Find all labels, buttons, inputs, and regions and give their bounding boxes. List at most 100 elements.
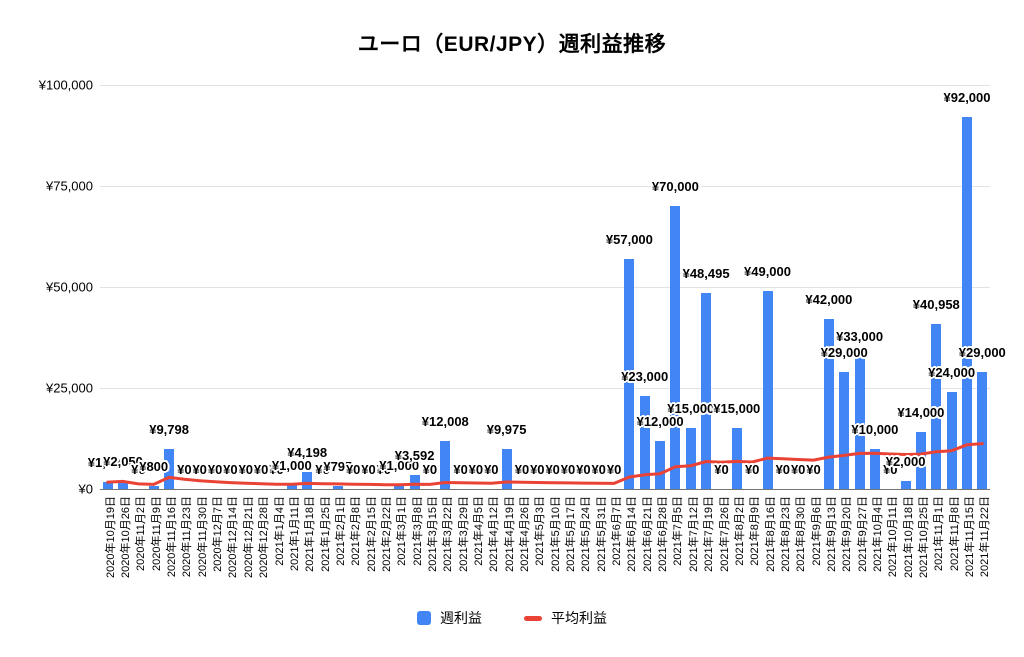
bar-value-label: ¥15,000 [713, 401, 761, 417]
bar [394, 485, 405, 489]
x-axis-date-label: 2020年12月21日 [242, 496, 255, 578]
bar-value-label: ¥70,000 [651, 179, 699, 195]
bar-value-label: ¥0 [453, 462, 468, 477]
x-axis-date-label: 2021年6月21日 [641, 496, 654, 572]
x-axis-date-label: 2021年7月12日 [687, 496, 700, 572]
y-axis-tick-label: ¥100,000 [38, 77, 93, 93]
bar [670, 206, 681, 489]
bar [624, 258, 635, 489]
bar [332, 485, 343, 489]
bar-value-label: ¥40,958 [912, 296, 960, 312]
legend-item-average-profit: 平均利益 [524, 608, 607, 628]
bar-value-label: ¥57,000 [605, 231, 653, 247]
x-axis-date-label: 2021年3月1日 [396, 496, 409, 566]
bar [731, 428, 742, 489]
x-axis-date-label: 2021年1月18日 [304, 496, 317, 572]
x-axis-date-label: 2021年4月12日 [488, 496, 501, 572]
x-axis-date-label: 2021年8月2日 [733, 496, 746, 566]
x-axis-date-label: 2021年8月9日 [749, 496, 762, 566]
x-axis-date-label: 2021年4月19日 [503, 496, 516, 572]
bar-value-label: ¥29,000 [958, 344, 1006, 360]
bar [409, 474, 420, 489]
x-axis-date-label: 2020年11月23日 [181, 496, 194, 578]
x-axis-date-label: 2021年5月10日 [549, 496, 562, 572]
x-axis-date-label: 2021年1月4日 [273, 496, 286, 566]
bar [854, 355, 865, 489]
bar [286, 485, 297, 489]
bar [440, 440, 451, 489]
x-axis-date-label: 2021年10月25日 [917, 496, 930, 578]
x-axis-date-label: 2021年5月31日 [595, 496, 608, 572]
bar-value-label: ¥49,000 [744, 264, 791, 279]
chart-title: ユーロ（EUR/JPY）週利益推移 [357, 33, 667, 56]
x-axis-date-label: 2021年11月1日 [933, 496, 946, 572]
bar-value-label: ¥0 [345, 462, 361, 477]
bar-value-label: ¥0 [530, 462, 545, 477]
bar-value-label: ¥0 [591, 462, 606, 477]
bar [701, 293, 712, 489]
bar-value-label: ¥29,000 [820, 344, 868, 360]
x-axis-date-label: 2021年4月5日 [472, 496, 485, 566]
bar-value-label: ¥0 [576, 462, 591, 477]
bar [931, 323, 942, 489]
bar-value-label: ¥1,000 [271, 458, 312, 473]
bar-value-label: ¥12,008 [421, 413, 469, 429]
bar-value-label: ¥3,592 [394, 447, 435, 463]
x-axis-date-label: 2020年11月30日 [196, 496, 209, 578]
legend-label-weekly-profit: 週利益 [440, 610, 482, 626]
bar-value-label: ¥33,000 [836, 328, 884, 344]
x-axis-date-label: 2021年2月1日 [334, 496, 347, 566]
bar-value-label: ¥800 [139, 458, 169, 474]
bar-value-label: ¥0 [131, 462, 146, 477]
bar-value-label: ¥14,000 [897, 405, 945, 421]
x-axis-date-label: 2021年9月20日 [841, 496, 854, 572]
bar-value-label: ¥1,700 [87, 455, 128, 471]
bar-value-label: ¥0 [606, 462, 622, 477]
x-axis-date-label: 2020年10月26日 [120, 496, 132, 578]
bar-value-label: ¥2,000 [885, 453, 926, 469]
bar-value-label: ¥15,000 [667, 401, 715, 417]
bar-value-label: ¥0 [883, 462, 898, 477]
y-axis-tick-label: ¥50,000 [46, 279, 93, 295]
line-series-swatch-icon [524, 615, 542, 621]
x-axis-date-label: 2021年1月11日 [288, 496, 301, 572]
bar [762, 291, 773, 489]
bar-value-label: ¥24,000 [928, 365, 976, 380]
bar [823, 319, 834, 489]
bar [977, 371, 988, 489]
x-axis-date-label: 2021年2月8日 [350, 496, 363, 566]
gridline [100, 85, 990, 86]
legend: 週利益 平均利益 [0, 608, 1024, 628]
bar-value-label: ¥9,798 [149, 422, 189, 438]
bar-value-label: ¥4,198 [287, 445, 328, 460]
bar-value-label: ¥0 [560, 462, 576, 477]
bar-value-label: ¥0 [545, 462, 560, 477]
bar-value-label: ¥23,000 [621, 369, 669, 385]
bar-value-label: ¥9,975 [486, 421, 527, 437]
x-axis-date-label: 2021年5月17日 [565, 496, 577, 572]
bar [102, 482, 113, 489]
bar [148, 485, 159, 489]
x-axis-date-label: 2021年8月30日 [795, 496, 808, 572]
bar [118, 480, 128, 489]
bar-value-label: ¥0 [806, 462, 821, 477]
x-axis-date-label: 2021年5月24日 [580, 496, 593, 572]
x-axis-date-label: 2020年11月9日 [150, 496, 163, 572]
x-axis-date-label: 2021年3月22日 [442, 496, 455, 572]
bar [900, 480, 911, 489]
bar-value-label: ¥0 [790, 462, 806, 477]
bar-value-label: ¥42,000 [805, 292, 853, 308]
bar-value-label: ¥0 [422, 462, 438, 477]
bar-value-label: ¥0 [269, 462, 284, 477]
x-axis-date-label: 2020年12月14日 [227, 496, 240, 578]
bar-value-label: ¥0 [253, 462, 269, 477]
x-axis-date-label: 2021年6月28日 [657, 496, 670, 572]
x-axis-date-label: 2021年10月4日 [871, 496, 884, 572]
x-axis-date-label: 2021年8月23日 [779, 496, 792, 572]
x-axis-date-label: 2021年7月19日 [703, 496, 716, 572]
x-axis-date-label: 2021年4月26日 [519, 496, 531, 572]
y-axis-tick-label: ¥25,000 [46, 380, 93, 396]
x-axis-date-label: 2021年1月25日 [319, 496, 332, 572]
bar-value-label: ¥0 [223, 462, 238, 477]
